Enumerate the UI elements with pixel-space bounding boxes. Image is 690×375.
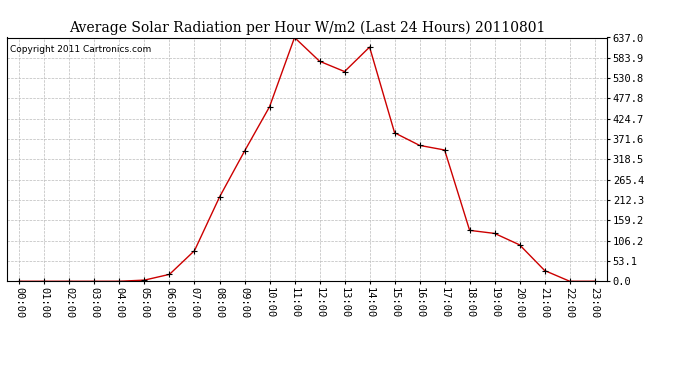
Title: Average Solar Radiation per Hour W/m2 (Last 24 Hours) 20110801: Average Solar Radiation per Hour W/m2 (L…: [69, 21, 545, 35]
Text: Copyright 2011 Cartronics.com: Copyright 2011 Cartronics.com: [10, 45, 151, 54]
